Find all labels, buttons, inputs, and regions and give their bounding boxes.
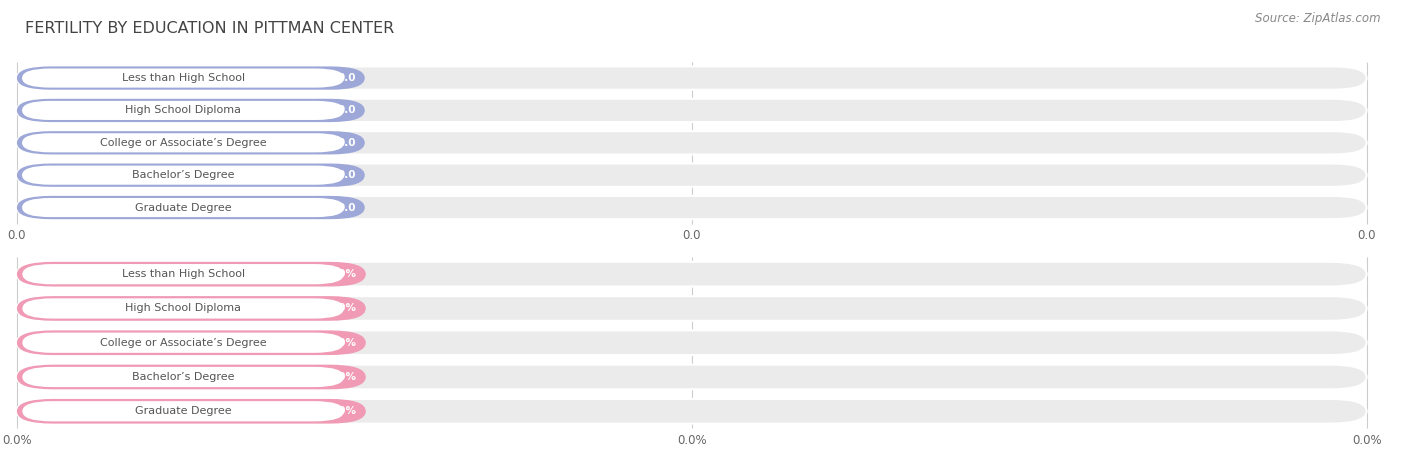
FancyBboxPatch shape	[22, 298, 344, 318]
FancyBboxPatch shape	[17, 99, 364, 122]
Text: 0.0: 0.0	[1357, 229, 1376, 242]
FancyBboxPatch shape	[17, 131, 1367, 154]
Text: 0.0: 0.0	[7, 229, 27, 242]
FancyBboxPatch shape	[22, 133, 344, 152]
FancyBboxPatch shape	[22, 166, 344, 185]
Text: FERTILITY BY EDUCATION IN PITTMAN CENTER: FERTILITY BY EDUCATION IN PITTMAN CENTER	[25, 21, 395, 37]
FancyBboxPatch shape	[17, 262, 366, 287]
FancyBboxPatch shape	[17, 296, 366, 321]
Text: High School Diploma: High School Diploma	[125, 303, 240, 314]
Text: College or Associate’s Degree: College or Associate’s Degree	[100, 337, 267, 348]
FancyBboxPatch shape	[17, 262, 1367, 287]
Text: 0.0: 0.0	[337, 170, 356, 180]
Text: Graduate Degree: Graduate Degree	[135, 406, 232, 416]
Text: 0.0: 0.0	[337, 202, 356, 213]
Text: 0.0: 0.0	[337, 105, 356, 116]
Text: Graduate Degree: Graduate Degree	[135, 202, 232, 213]
FancyBboxPatch shape	[17, 99, 1367, 122]
FancyBboxPatch shape	[17, 330, 1367, 355]
FancyBboxPatch shape	[17, 330, 366, 355]
FancyBboxPatch shape	[17, 399, 1367, 424]
Text: High School Diploma: High School Diploma	[125, 105, 240, 116]
FancyBboxPatch shape	[22, 101, 344, 120]
FancyBboxPatch shape	[22, 69, 344, 88]
Text: 0.0: 0.0	[682, 229, 702, 242]
Text: 0.0%: 0.0%	[328, 406, 357, 416]
FancyBboxPatch shape	[22, 333, 344, 353]
FancyBboxPatch shape	[22, 198, 344, 217]
FancyBboxPatch shape	[17, 67, 1367, 89]
FancyBboxPatch shape	[17, 365, 366, 389]
Text: 0.0%: 0.0%	[328, 337, 357, 348]
FancyBboxPatch shape	[17, 131, 364, 154]
Text: Less than High School: Less than High School	[121, 73, 245, 83]
Text: 0.0%: 0.0%	[328, 269, 357, 279]
Text: 0.0: 0.0	[337, 73, 356, 83]
FancyBboxPatch shape	[17, 67, 364, 89]
FancyBboxPatch shape	[17, 296, 1367, 321]
Text: 0.0: 0.0	[337, 138, 356, 148]
Text: 0.0%: 0.0%	[1351, 434, 1382, 447]
FancyBboxPatch shape	[22, 264, 344, 284]
FancyBboxPatch shape	[17, 164, 1367, 187]
Text: 0.0%: 0.0%	[328, 303, 357, 314]
Text: Less than High School: Less than High School	[121, 269, 245, 279]
Text: Bachelor’s Degree: Bachelor’s Degree	[132, 372, 235, 382]
Text: 0.0%: 0.0%	[328, 372, 357, 382]
Text: 0.0%: 0.0%	[1, 434, 32, 447]
Text: Bachelor’s Degree: Bachelor’s Degree	[132, 170, 235, 180]
FancyBboxPatch shape	[22, 401, 344, 421]
FancyBboxPatch shape	[17, 399, 366, 424]
FancyBboxPatch shape	[22, 367, 344, 387]
FancyBboxPatch shape	[17, 196, 364, 219]
Text: College or Associate’s Degree: College or Associate’s Degree	[100, 138, 266, 148]
Text: 0.0%: 0.0%	[676, 434, 707, 447]
FancyBboxPatch shape	[17, 164, 364, 187]
Text: Source: ZipAtlas.com: Source: ZipAtlas.com	[1256, 12, 1381, 25]
FancyBboxPatch shape	[17, 196, 1367, 219]
FancyBboxPatch shape	[17, 365, 1367, 389]
